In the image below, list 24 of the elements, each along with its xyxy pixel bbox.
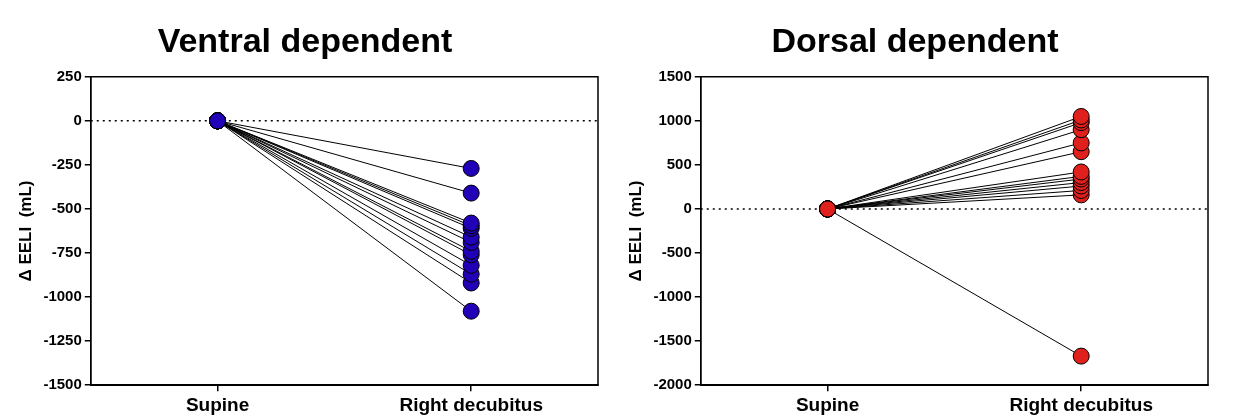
chart-title: Dorsal dependent: [771, 20, 1059, 59]
chart-title: Ventral dependent: [157, 20, 453, 59]
y-tick-label: -1500: [43, 375, 82, 393]
y-tick-label: 500: [666, 155, 692, 173]
y-tick-label: 1500: [658, 66, 692, 84]
y-tick-label: -1500: [653, 331, 692, 349]
y-tick-label: -500: [51, 199, 82, 217]
y-tick-label: -1000: [653, 287, 692, 305]
x-tick-label: Supine: [795, 393, 860, 415]
y-tick-label: -1000: [43, 287, 82, 305]
x-tick-label: Supine: [185, 393, 250, 415]
y-tick-label: -2000: [653, 375, 692, 393]
y-axis-title: Δ EELI (mL): [15, 180, 35, 282]
y-tick-label: 1000: [658, 111, 692, 128]
y-tick-label: -750: [51, 243, 82, 261]
y-tick-label: -1250: [43, 331, 82, 349]
y-tick-label: 0: [73, 111, 82, 128]
y-axis-title: Δ EELI (mL): [625, 180, 645, 282]
y-tick-label: 250: [56, 66, 82, 84]
y-tick-label: -500: [661, 243, 692, 261]
x-tick-label: Right decubitus: [399, 393, 543, 415]
x-tick-label: Right decubitus: [1009, 393, 1153, 415]
y-tick-label: 0: [683, 199, 692, 217]
y-tick-label: -250: [51, 155, 82, 173]
